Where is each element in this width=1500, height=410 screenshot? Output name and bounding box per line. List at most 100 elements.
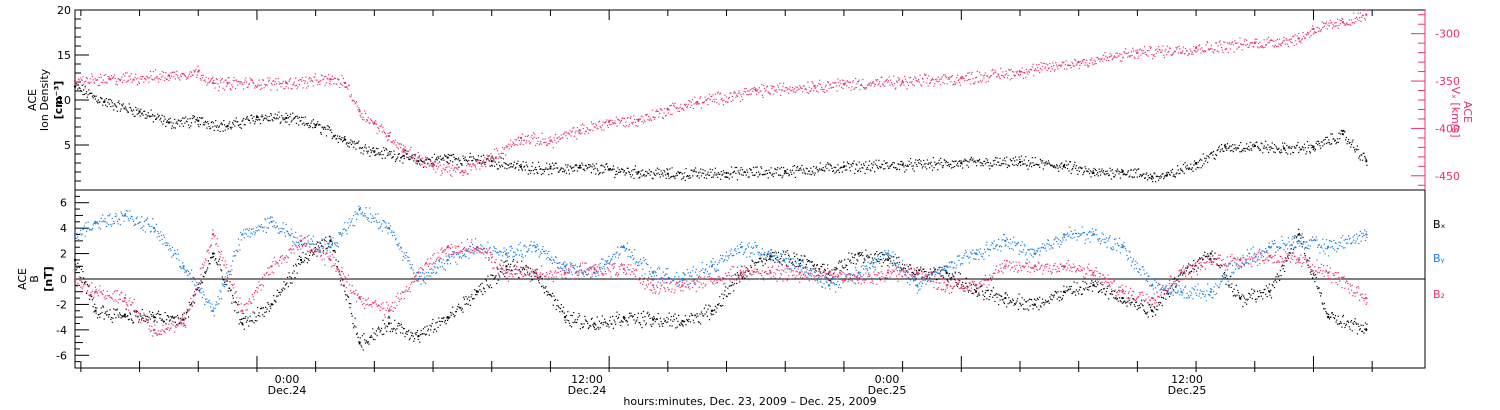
vx-series-dot [433,168,435,170]
bx-series-dot [876,251,878,253]
bx-series-dot [100,307,102,309]
vx-series-dot [457,168,459,171]
vx-series-dot [453,168,455,170]
vx-series-dot [1160,51,1162,54]
bx-series-dot [314,251,316,253]
bx-series-dot [869,263,871,265]
density-series-dot [602,165,604,167]
vx-series-dot [860,83,862,85]
density-series-dot [344,135,346,138]
bx-series-dot [369,336,371,339]
density-series-dot [528,169,530,171]
vx-series-dot [761,94,763,96]
density-series-dot [967,166,970,168]
density-series-dot [876,164,878,167]
bx-series-dot [801,260,803,262]
density-series-dot [391,157,393,159]
vx-series-dot [606,124,609,127]
density-series-dot [565,172,568,174]
vx-series-dot [1061,64,1063,66]
bx-series-dot [910,268,912,270]
vx-series-dot [782,85,784,87]
vx-series-dot [1053,64,1055,67]
vx-series-dot [124,72,127,74]
density-series-dot [881,163,883,166]
vx-series-dot [1033,69,1036,72]
density-series-dot [278,111,280,113]
bx-series-dot [769,257,771,260]
vx-series-dot [328,74,330,76]
density-series-dot [471,160,473,162]
vx-series-dot [242,83,244,85]
density-series-dot [1062,165,1064,167]
bx-series-dot [546,294,548,296]
density-series-dot [1361,154,1363,156]
vx-series-dot [424,166,426,168]
vx-series-dot [1350,19,1353,21]
density-series-dot [248,119,251,122]
density-series-dot [1176,172,1178,174]
density-series-dot [458,160,460,162]
vx-series-dot [1134,57,1136,59]
bx-series-dot [174,321,176,323]
density-series-dot [452,153,455,156]
bx-series-dot [898,261,901,264]
bx-series-dot [524,274,526,276]
density-series-dot [1000,163,1003,165]
bx-series-dot [862,261,865,264]
density-series-dot [174,118,176,121]
bx-series-dot [906,270,908,272]
vx-series-dot [413,154,416,156]
vx-series-dot [372,123,375,125]
bx-series-dot [881,265,883,267]
vx-series-dot [1364,19,1367,21]
density-series-dot [526,166,529,168]
vx-series-dot [737,92,739,94]
vx-series-dot [472,162,474,165]
bx-series-dot [782,260,784,262]
bx-series-dot [717,304,719,306]
density-series-dot [356,142,358,144]
vx-series-dot [602,121,604,123]
bx-series-dot [109,309,111,311]
bx-series-dot [187,316,190,318]
vx-series-dot [537,140,539,143]
density-series-dot [862,163,865,165]
density-series-dot [441,157,444,160]
vx-series-dot [352,99,354,101]
density-series-dot [284,118,286,121]
bx-series-dot [628,312,631,314]
vx-series-dot [427,162,429,164]
vx-series-dot [1273,40,1275,42]
vx-series-dot [367,116,369,119]
bx-series-dot [738,275,740,277]
density-series-dot [546,162,548,164]
bx-series-dot [116,309,118,311]
vx-series-dot [358,107,360,109]
vx-series-dot [391,141,394,143]
bx-series-dot [309,254,311,257]
vx-series-dot [1174,50,1177,53]
density-series-dot [631,170,633,172]
bx-series-dot [190,303,192,306]
bx-series-dot [274,300,276,302]
bx-series-dot [373,332,375,334]
vx-series-dot [1168,47,1171,49]
bx-series-dot [940,270,942,272]
vx-series-dot [218,86,221,88]
bx-series-dot [416,331,418,334]
bx-series-dot [712,313,714,316]
density-series-dot [755,172,758,174]
density-series-dot [433,153,435,155]
vx-series-dot [694,102,697,104]
density-series-dot [1050,164,1053,167]
density-series-dot [1150,177,1152,180]
vx-series-dot [1006,72,1008,75]
bx-series-dot [98,313,100,316]
vx-series-dot [1174,50,1176,52]
bx-series-dot [381,333,383,336]
bx-series-dot [353,327,355,329]
bx-series-dot [932,271,934,273]
bx-series-dot [665,321,667,324]
bx-series-dot [256,320,258,322]
